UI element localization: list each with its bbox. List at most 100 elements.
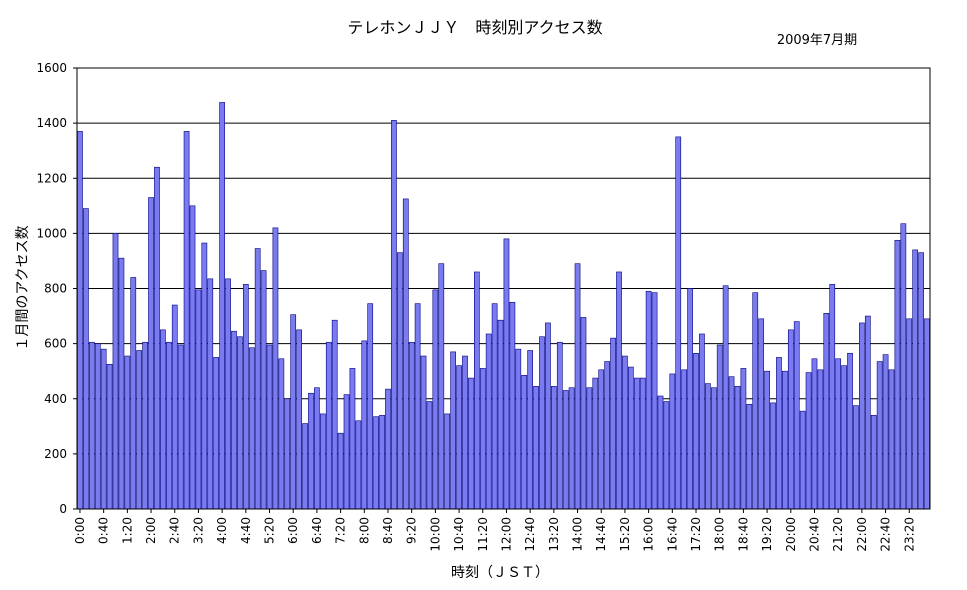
bar [556, 341, 563, 510]
bar [83, 208, 89, 510]
x-tick-label: 14:00 [571, 517, 585, 552]
bar [805, 372, 812, 510]
bar [77, 131, 83, 510]
x-tick-label: 8:40 [381, 517, 395, 544]
bar [408, 341, 415, 510]
bar [586, 387, 593, 510]
bar [225, 278, 231, 510]
bar [740, 368, 747, 510]
bar [829, 284, 836, 510]
y-axis: 0 200 400 600 800 1000 1200 1400 1600 [36, 61, 77, 516]
bar [112, 233, 119, 510]
x-tick-label: 18:00 [713, 517, 727, 552]
bar [136, 350, 143, 510]
bar [811, 358, 818, 510]
bar [592, 377, 599, 510]
bar [687, 288, 693, 510]
bar [793, 321, 800, 510]
bar [130, 277, 137, 510]
x-tick-label: 16:00 [642, 517, 656, 552]
bar [770, 402, 776, 510]
x-tick-label: 18:40 [736, 517, 750, 552]
x-tick-label: 4:40 [239, 517, 253, 544]
y-tick-label: 800 [44, 282, 67, 296]
bar [782, 370, 788, 510]
x-tick-label: 4:00 [215, 517, 229, 544]
bar [272, 227, 279, 510]
bar [148, 197, 154, 510]
x-tick-label: 14:40 [594, 517, 608, 552]
bar [764, 370, 770, 510]
bar [722, 285, 729, 510]
x-tick-label: 17:20 [689, 517, 703, 552]
bar [835, 358, 842, 510]
bar [817, 369, 824, 510]
chart-title: テレホンＪＪＹ 時刻別アクセス数 [347, 18, 602, 37]
x-tick-label: 5:20 [263, 517, 277, 544]
bar [823, 313, 830, 510]
x-tick-label: 22:00 [855, 517, 869, 552]
x-tick-label: 11:20 [476, 517, 490, 552]
bar [242, 284, 249, 510]
bar [468, 377, 474, 510]
bar [385, 388, 391, 510]
x-tick-label: 20:40 [808, 517, 822, 552]
bar [355, 420, 362, 510]
bar [325, 341, 332, 510]
bar [237, 336, 243, 510]
x-tick-label: 2:40 [168, 517, 182, 544]
bar [918, 252, 924, 510]
x-tick-label: 23:20 [902, 517, 916, 552]
x-tick-label: 6:00 [286, 517, 300, 544]
bar [473, 271, 480, 510]
bar [231, 330, 237, 510]
bar [669, 373, 676, 510]
bar [402, 198, 409, 510]
bar [521, 375, 528, 510]
x-tick-label: 12:00 [500, 517, 514, 552]
x-tick-label: 20:00 [784, 517, 798, 552]
y-tick-label: 600 [44, 337, 67, 351]
bar [302, 423, 308, 510]
bar [539, 336, 545, 510]
bar [142, 341, 148, 510]
bar [776, 357, 782, 510]
bar [497, 319, 504, 510]
bar [414, 303, 421, 510]
bar [171, 304, 178, 510]
bar [545, 322, 551, 510]
x-axis: 0:00 0:40 1:20 2:00 2:40 3:20 4:00 4:40 5:20 6:00… [73, 509, 916, 552]
bar [420, 355, 427, 510]
bar [562, 390, 569, 510]
y-tick-label: 200 [44, 447, 67, 461]
bar [154, 166, 160, 510]
bar [870, 414, 877, 510]
y-tick-label: 0 [59, 502, 67, 516]
bar [379, 414, 385, 510]
bar [426, 401, 433, 510]
bar [645, 290, 652, 510]
bar [894, 239, 901, 510]
bar [675, 136, 682, 510]
bar [213, 357, 220, 510]
x-tick-label: 0:00 [73, 517, 87, 544]
bar [254, 248, 261, 510]
bar [260, 270, 267, 510]
bar [314, 387, 320, 510]
x-tick-label: 2:00 [144, 517, 158, 544]
bar [515, 348, 522, 510]
bar [290, 314, 297, 510]
bar [651, 292, 658, 510]
x-tick-label: 0:40 [97, 517, 111, 544]
bar [699, 333, 705, 510]
bar [639, 377, 646, 510]
bar [628, 366, 634, 510]
bar [888, 369, 895, 510]
bar [361, 340, 368, 510]
bar [550, 386, 557, 510]
bar [604, 361, 611, 510]
bar [633, 377, 640, 510]
bar [183, 131, 190, 510]
x-tick-label: 10:00 [428, 517, 442, 552]
bar [201, 242, 208, 510]
